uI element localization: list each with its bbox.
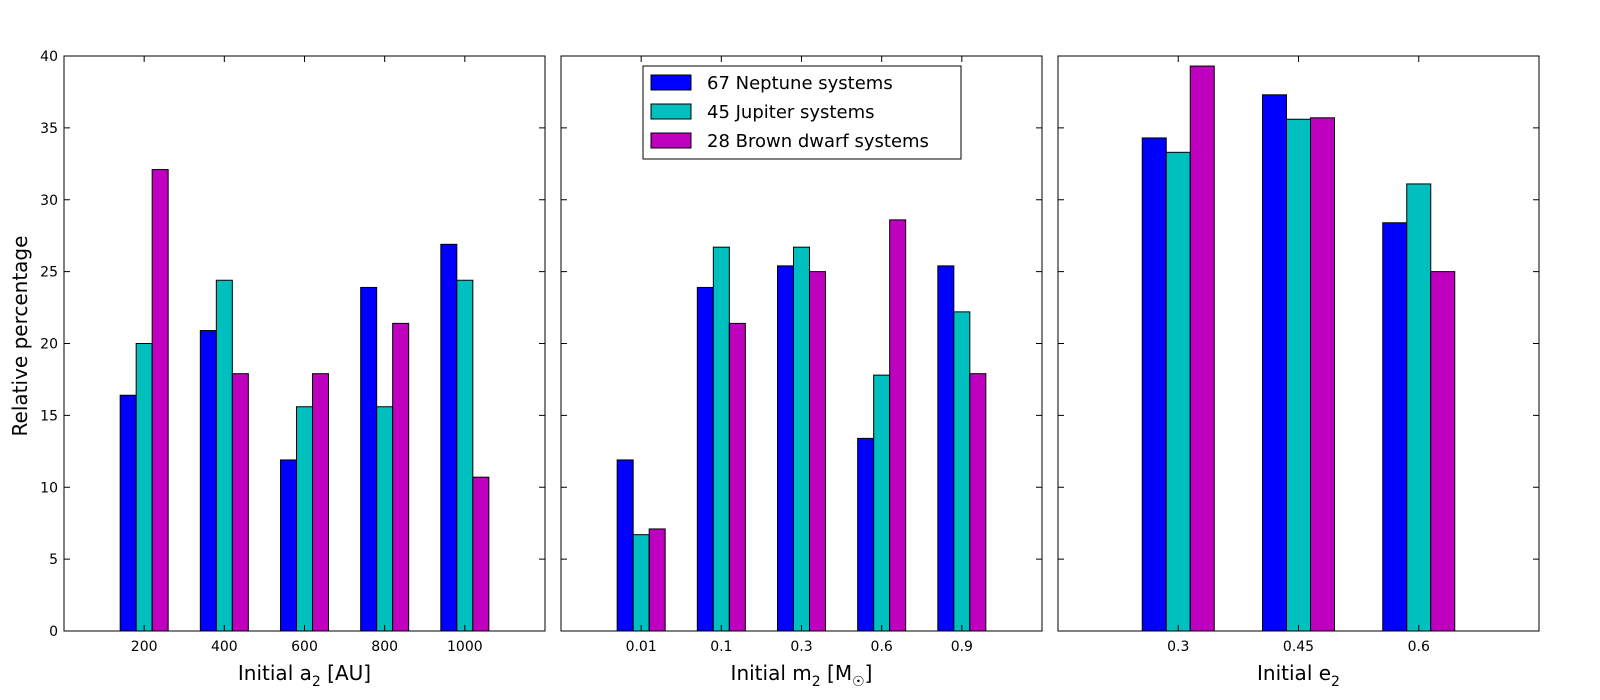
x-axis-label: Initial m2 [M☉] <box>731 661 873 690</box>
bar-jupiter-800 <box>376 406 394 632</box>
bar-neptune-0.9 <box>937 265 955 632</box>
bar-jupiter-200 <box>135 343 153 632</box>
x-tick-label: 600 <box>291 639 318 655</box>
y-tick-label: 30 <box>40 193 58 209</box>
legend: 67 Neptune systems 45 Jupiter systems 28 B… <box>642 65 962 160</box>
panel-3: 0.3 0.45 0.6 Initial e2 <box>1057 55 1540 690</box>
bar-jupiter-0.6 <box>1406 183 1432 632</box>
bar-brown-dwarf-0.45 <box>1310 117 1335 632</box>
bar-jupiter-0.6 <box>873 374 891 632</box>
bar-jupiter-0.9 <box>953 311 971 632</box>
bar-brown-dwarf-0.6 <box>1430 271 1456 632</box>
bar-neptune-0.45 <box>1262 94 1287 632</box>
y-tick-label: 35 <box>40 121 58 137</box>
x-tick-label: 0.01 <box>626 639 657 655</box>
bar-jupiter-1000 <box>456 279 474 632</box>
y-tick-label: 15 <box>40 408 58 424</box>
bar-brown-dwarf-200 <box>151 169 169 632</box>
legend-swatch <box>650 103 692 120</box>
x-tick-label: 800 <box>371 639 398 655</box>
x-tick-label: 0.9 <box>951 639 973 655</box>
x-tick-label: 400 <box>211 639 238 655</box>
bar-jupiter-0.01 <box>632 534 650 632</box>
y-tick-label: 0 <box>49 624 58 640</box>
bar-neptune-400 <box>199 330 217 632</box>
bar-jupiter-0.1 <box>712 246 730 632</box>
axes-frame <box>63 55 546 632</box>
bar-brown-dwarf-600 <box>312 373 329 632</box>
bar-jupiter-0.3 <box>793 246 810 632</box>
bar-neptune-0.3 <box>1141 137 1167 632</box>
x-tick-label: 1000 <box>447 639 483 655</box>
bar-neptune-0.6 <box>857 437 875 632</box>
y-axis-label: Relative percentage <box>8 236 32 437</box>
legend-swatch <box>650 132 692 149</box>
legend-label: 45 Jupiter systems <box>707 102 874 123</box>
bar-neptune-0.01 <box>616 459 634 632</box>
y-tick-label: 10 <box>40 480 58 496</box>
x-tick-label: 0.6 <box>1408 639 1430 655</box>
x-tick-label: 0.3 <box>1167 639 1189 655</box>
panel-1: 0 5 10 15 20 25 30 35 40 200 400 600 800 1000 Initial … <box>40 49 546 690</box>
legend-label: 67 Neptune systems <box>707 73 893 94</box>
x-axis-label: Initial a2 [AU] <box>238 661 371 690</box>
legend-swatch <box>650 74 692 91</box>
bar-brown-dwarf-0.1 <box>728 322 746 632</box>
bar-jupiter-400 <box>215 279 233 632</box>
bar-neptune-1000 <box>440 243 458 632</box>
bar-brown-dwarf-0.3 <box>809 271 826 632</box>
bar-neptune-0.1 <box>696 286 714 632</box>
y-tick-label: 20 <box>40 337 58 353</box>
y-tick-label: 40 <box>40 49 58 65</box>
x-tick-label: 0.6 <box>871 639 893 655</box>
x-tick-label: 0.45 <box>1283 639 1314 655</box>
bar-brown-dwarf-400 <box>231 373 249 632</box>
bar-neptune-200 <box>119 394 137 632</box>
bar-neptune-0.3 <box>777 265 794 632</box>
bar-jupiter-600 <box>296 406 313 632</box>
legend-label: 28 Brown dwarf systems <box>707 131 929 152</box>
y-tick-label: 25 <box>40 265 58 281</box>
bar-brown-dwarf-0.9 <box>969 373 987 632</box>
x-axis-label: Initial e2 <box>1257 661 1340 690</box>
bar-neptune-0.6 <box>1382 222 1408 632</box>
bar-brown-dwarf-0.3 <box>1189 65 1215 632</box>
bar-brown-dwarf-1000 <box>472 476 490 632</box>
axes-frame <box>1057 55 1540 632</box>
panel-2: 0.01 0.1 0.3 0.6 0.9 Initial m2 [M☉] 67 Neptun… <box>560 55 1043 690</box>
axes-frame <box>560 55 1043 632</box>
bar-brown-dwarf-800 <box>392 322 410 632</box>
x-tick-label: 200 <box>131 639 158 655</box>
bar-brown-dwarf-0.6 <box>889 219 907 632</box>
bar-jupiter-0.45 <box>1286 118 1311 632</box>
bar-brown-dwarf-0.01 <box>648 528 666 632</box>
bar-neptune-800 <box>360 286 378 632</box>
x-tick-label: 0.3 <box>790 639 812 655</box>
x-tick-label: 0.1 <box>710 639 732 655</box>
legend-box <box>642 65 962 160</box>
y-tick-label: 5 <box>49 552 58 568</box>
bar-jupiter-0.3 <box>1165 151 1191 632</box>
bar-neptune-600 <box>280 459 297 632</box>
